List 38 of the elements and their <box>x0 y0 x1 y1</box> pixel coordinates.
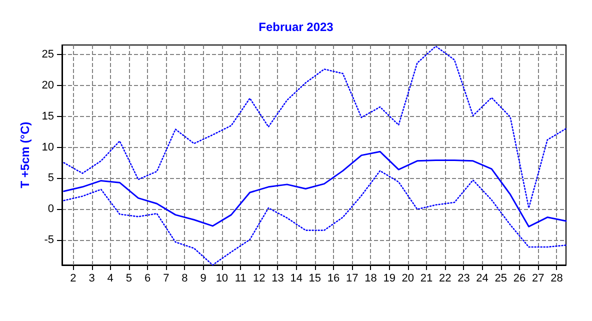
x-tick-label: 28 <box>550 272 563 284</box>
x-tick-label: 18 <box>364 272 377 284</box>
y-tick-label: 25 <box>42 48 54 60</box>
x-tick-label: 14 <box>290 272 302 284</box>
x-tick-label: 23 <box>458 272 470 284</box>
x-tick-label: 4 <box>107 272 114 284</box>
y-tick-label: 0 <box>48 203 54 216</box>
y-tick-label: 15 <box>42 110 54 122</box>
y-tick-label: -5 <box>44 234 54 246</box>
line-series <box>63 46 567 209</box>
x-tick-label: 8 <box>182 272 188 284</box>
x-tick-label: 12 <box>253 272 266 284</box>
x-tick-label: 24 <box>476 272 488 284</box>
x-tick-label: 20 <box>402 272 414 284</box>
y-tick-label: 20 <box>42 79 54 92</box>
x-tick-label: 27 <box>532 272 544 284</box>
x-tick-label: 15 <box>308 272 322 284</box>
y-tick-label: 10 <box>42 141 54 154</box>
x-tick-label: 16 <box>327 272 340 284</box>
x-tick-label: 5 <box>126 272 132 284</box>
x-tick-label: 13 <box>272 272 284 284</box>
line-series <box>63 150 567 228</box>
x-tick-label: 2 <box>70 272 76 284</box>
y-tick-label: 5 <box>48 172 54 184</box>
chart-title: Februar 2023 <box>258 20 334 34</box>
x-tick-label: 10 <box>216 272 228 284</box>
x-tick-label: 6 <box>144 272 151 284</box>
x-tick-label: 9 <box>200 272 206 284</box>
x-tick-label: 11 <box>234 272 246 284</box>
x-tick-label: 7 <box>163 272 170 284</box>
x-tick-label: 25 <box>494 272 508 284</box>
x-tick-label: 26 <box>513 272 526 284</box>
x-tick-label: 17 <box>346 272 358 284</box>
x-tick-label: 3 <box>88 272 95 284</box>
y-axis-title: T +5cm (°C) <box>18 122 32 188</box>
x-tick-label: 22 <box>438 272 452 284</box>
x-tick-label: 19 <box>383 272 396 284</box>
x-tick-label: 21 <box>420 272 433 284</box>
